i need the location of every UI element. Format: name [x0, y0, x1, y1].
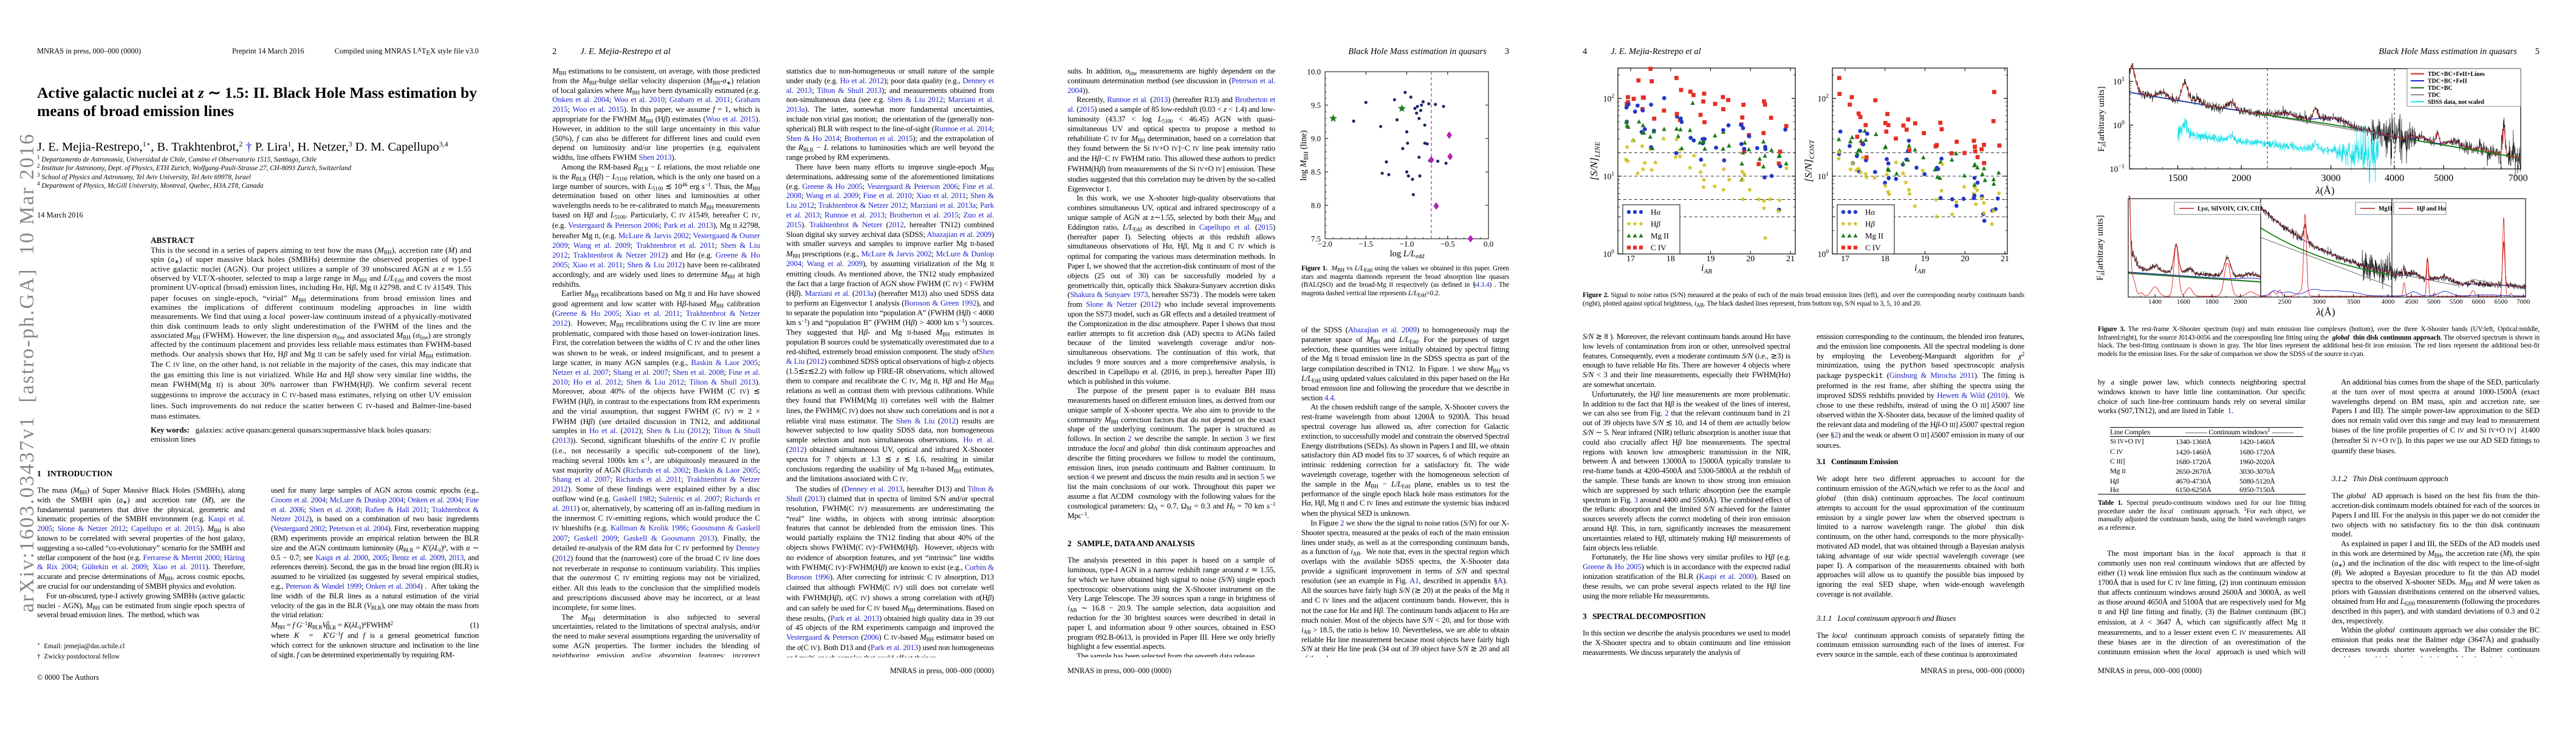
svg-text:102: 102 — [1818, 94, 1829, 103]
svg-text:8.0: 8.0 — [1311, 201, 1321, 210]
svg-text:21: 21 — [2001, 255, 2009, 264]
svg-text:Hα: Hα — [1651, 208, 1661, 217]
svg-text:C IV: C IV — [1865, 243, 1881, 252]
svg-text:19: 19 — [1921, 255, 1930, 264]
svg-text:101: 101 — [2113, 76, 2125, 87]
svg-text:101: 101 — [1818, 171, 1829, 181]
svg-text:Hβ: Hβ — [1651, 219, 1660, 228]
svg-text:7000: 7000 — [2509, 173, 2528, 183]
svg-text:−1.5: −1.5 — [1358, 239, 1373, 248]
svg-text:[S/N]CONT: [S/N]CONT — [1803, 139, 1816, 182]
svg-text:21: 21 — [1786, 255, 1795, 264]
svg-text:6500: 6500 — [2495, 298, 2509, 306]
svg-text:Fλ[arbitrary units]: Fλ[arbitrary units] — [2095, 215, 2106, 281]
svg-text:5500: 5500 — [2450, 298, 2464, 306]
svg-text:λ(Å): λ(Å) — [2315, 185, 2335, 196]
svg-text:1500: 1500 — [2168, 173, 2188, 183]
svg-text:0.0: 0.0 — [1484, 239, 1493, 248]
svg-text:Mg II: Mg II — [1651, 231, 1669, 241]
svg-text:2000: 2000 — [2232, 173, 2251, 183]
svg-text:C IV: C IV — [1651, 243, 1667, 252]
svg-text:Lyα, SiIVOIV, CIV, CIII: Lyα, SiIVOIV, CIV, CIII — [2197, 206, 2262, 213]
svg-text:10.0: 10.0 — [1307, 67, 1321, 77]
svg-text:5000: 5000 — [2427, 298, 2441, 306]
svg-text:7.5: 7.5 — [1311, 234, 1321, 244]
svg-text:5000: 5000 — [2434, 173, 2453, 183]
svg-text:9.5: 9.5 — [1311, 101, 1321, 110]
svg-text:Hα: Hα — [1865, 208, 1875, 217]
svg-text:Fλ[arbitrary units]: Fλ[arbitrary units] — [2097, 86, 2108, 152]
svg-text:log MBH (line): log MBH (line) — [1299, 130, 1310, 180]
svg-text:−0.5: −0.5 — [1440, 239, 1455, 248]
svg-text:4000: 4000 — [2385, 173, 2404, 183]
svg-text:19: 19 — [1707, 255, 1715, 264]
svg-text:TDC+BC: TDC+BC — [2428, 85, 2453, 92]
svg-text:TDC+BC+FeII: TDC+BC+FeII — [2428, 78, 2467, 85]
svg-text:2000: 2000 — [2234, 298, 2248, 306]
svg-text:100: 100 — [2113, 120, 2125, 131]
svg-text:8.5: 8.5 — [1311, 168, 1321, 177]
svg-text:TDC: TDC — [2428, 92, 2441, 99]
svg-text:4000: 4000 — [2382, 298, 2396, 306]
svg-text:100: 100 — [1818, 249, 1829, 259]
svg-text:SDSS data, not scaled: SDSS data, not scaled — [2428, 99, 2484, 106]
svg-text:1800: 1800 — [2205, 298, 2219, 306]
svg-text:20: 20 — [1961, 255, 1969, 264]
svg-text:17: 17 — [1841, 255, 1849, 264]
svg-text:100: 100 — [1603, 249, 1615, 259]
svg-text:λ(Å): λ(Å) — [2316, 306, 2335, 318]
svg-text:2500: 2500 — [2278, 298, 2292, 306]
svg-text:3000: 3000 — [2312, 298, 2326, 306]
svg-text:Hβ: Hβ — [1865, 219, 1875, 228]
svg-text:iAB: iAB — [1701, 263, 1712, 275]
svg-text:−2.0: −2.0 — [1318, 239, 1332, 248]
svg-text:Mg II: Mg II — [1865, 231, 1883, 241]
svg-text:9.0: 9.0 — [1311, 134, 1321, 143]
svg-text:7000: 7000 — [2516, 298, 2530, 306]
svg-text:18: 18 — [1881, 255, 1889, 264]
svg-text:−1.0: −1.0 — [1400, 239, 1414, 248]
svg-text:TDC+BC+FeII+Lines: TDC+BC+FeII+Lines — [2428, 71, 2485, 78]
svg-text:20: 20 — [1746, 255, 1755, 264]
svg-text:18: 18 — [1667, 255, 1675, 264]
svg-text:17: 17 — [1626, 255, 1635, 264]
svg-text:Hβ and Hα: Hβ and Hα — [2417, 206, 2447, 213]
svg-text:4500: 4500 — [2405, 298, 2419, 306]
svg-text:6000: 6000 — [2472, 298, 2486, 306]
svg-text:10−1: 10−1 — [2109, 163, 2125, 174]
svg-text:102: 102 — [1603, 94, 1615, 103]
svg-text:3500: 3500 — [2347, 298, 2361, 306]
svg-text:iAB: iAB — [1914, 263, 1925, 275]
svg-text:1400: 1400 — [2148, 298, 2162, 306]
svg-text:1600: 1600 — [2177, 298, 2191, 306]
svg-text:3000: 3000 — [2321, 173, 2341, 183]
svg-text:[S/N]LINE: [S/N]LINE — [1588, 141, 1601, 180]
svg-text:log L/Ledd: log L/Ledd — [1390, 249, 1425, 260]
svg-text:101: 101 — [1603, 171, 1615, 181]
